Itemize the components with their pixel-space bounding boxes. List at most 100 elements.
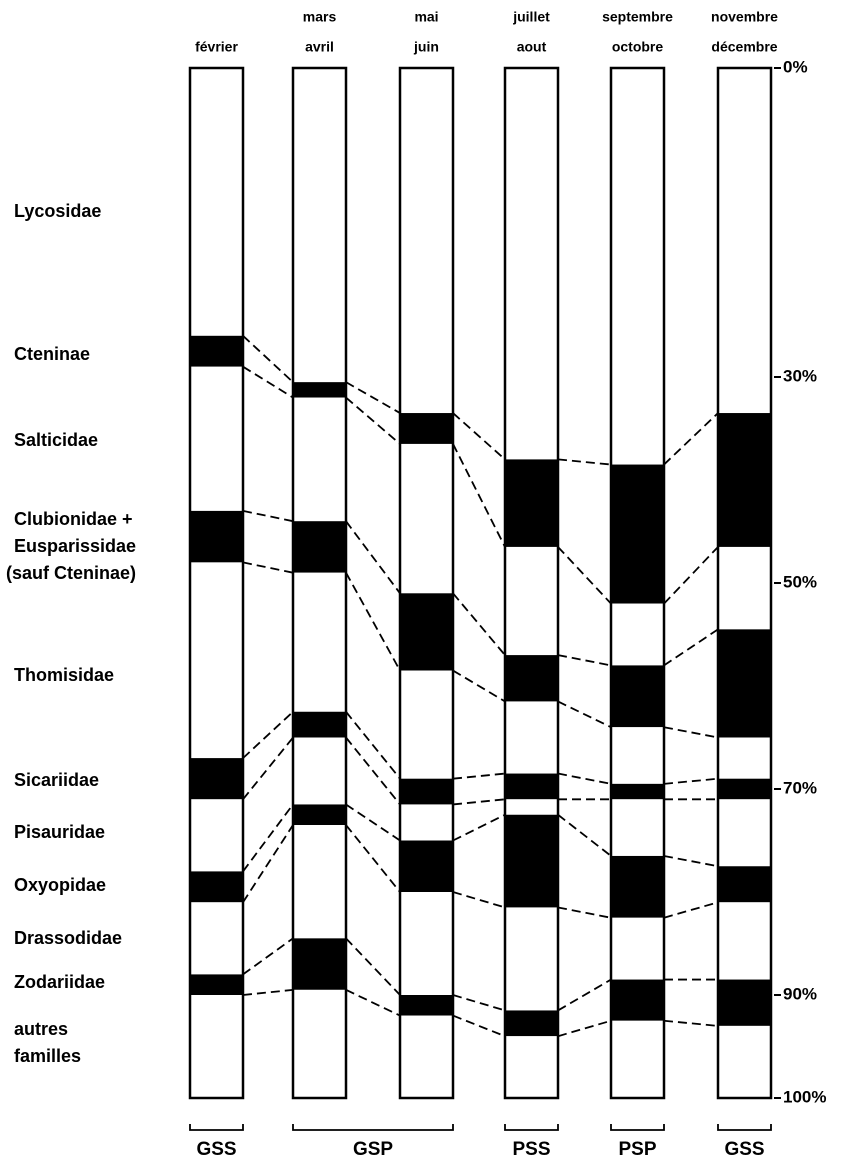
band	[718, 546, 771, 630]
y-tick-label: 0%	[783, 57, 808, 76]
connector	[452, 994, 506, 1012]
column-label: juin	[413, 39, 439, 55]
connector	[345, 824, 401, 893]
band	[505, 814, 558, 908]
connector	[242, 937, 294, 976]
column-label: mai	[414, 9, 438, 25]
band	[505, 907, 558, 1011]
band	[293, 737, 346, 805]
connector	[345, 989, 401, 1017]
band	[293, 711, 346, 738]
band	[505, 459, 558, 547]
family-label: Lycosidae	[14, 201, 101, 221]
column-outline	[716, 66, 773, 1100]
band	[718, 68, 771, 414]
band	[293, 572, 346, 712]
band	[611, 783, 664, 800]
connector	[663, 726, 719, 739]
group-label: GSS	[196, 1139, 236, 1160]
group-bracket	[504, 1124, 559, 1131]
band	[718, 979, 771, 1026]
family-label: Clubionidae +	[14, 509, 133, 529]
connector	[345, 572, 401, 671]
connector	[452, 412, 506, 461]
connector	[345, 711, 401, 780]
connector	[452, 891, 506, 909]
connector	[663, 855, 719, 868]
band	[718, 866, 771, 903]
band	[718, 902, 771, 980]
band	[718, 629, 771, 738]
connector	[663, 1019, 719, 1027]
band	[190, 510, 243, 563]
band	[611, 603, 664, 666]
band	[505, 701, 558, 774]
connector	[663, 901, 719, 919]
band	[400, 1015, 453, 1098]
family-label: autres	[14, 1019, 68, 1039]
band	[190, 902, 243, 975]
group-label: PSP	[618, 1139, 656, 1160]
band	[400, 804, 453, 841]
band	[293, 68, 346, 383]
band	[400, 995, 453, 1016]
column-label: février	[195, 39, 238, 55]
band	[190, 799, 243, 872]
connector	[242, 335, 294, 383]
band	[611, 665, 664, 728]
connector	[242, 510, 294, 523]
column-outline	[188, 66, 245, 1100]
band	[190, 974, 243, 995]
connector	[452, 813, 506, 842]
column-label: aout	[517, 39, 547, 55]
family-label: Oxyopidae	[14, 875, 106, 895]
band	[293, 804, 346, 826]
connector	[557, 546, 612, 605]
connector	[557, 458, 612, 466]
connector	[345, 803, 401, 842]
band	[611, 727, 664, 784]
group-bracket	[717, 1124, 772, 1131]
connector	[452, 669, 506, 703]
column-outline	[398, 66, 455, 1100]
band	[611, 917, 664, 980]
connector	[345, 396, 401, 445]
band	[718, 778, 771, 800]
column-outline	[609, 66, 666, 1100]
connector	[452, 443, 506, 548]
group-label: PSS	[512, 1139, 550, 1160]
connector	[452, 592, 506, 656]
band	[293, 989, 346, 1098]
connector	[242, 824, 294, 903]
family-label: Salticidae	[14, 430, 98, 450]
band	[190, 758, 243, 800]
family-label: Zodariidae	[14, 972, 105, 992]
connector	[663, 777, 719, 785]
y-tick-label: 50%	[783, 572, 817, 591]
family-label: Eusparissidae	[14, 536, 136, 556]
band	[505, 799, 558, 815]
band	[190, 68, 243, 336]
connector	[345, 937, 401, 996]
band	[293, 825, 346, 939]
band	[505, 68, 558, 460]
band	[718, 413, 771, 547]
band	[505, 773, 558, 800]
column-label: septembre	[602, 9, 673, 25]
band	[718, 799, 771, 867]
band	[611, 1020, 664, 1098]
y-tick-label: 70%	[783, 778, 817, 797]
family-label: familles	[14, 1046, 81, 1066]
band	[190, 366, 243, 511]
band	[190, 995, 243, 1098]
connector	[663, 412, 719, 466]
connector	[557, 906, 612, 919]
band	[505, 1010, 558, 1037]
band	[400, 443, 453, 594]
band	[611, 68, 664, 465]
connector	[557, 700, 612, 729]
family-label: Pisauridae	[14, 822, 105, 842]
band	[611, 799, 664, 856]
column-label: juillet	[512, 9, 550, 25]
connector	[557, 1019, 612, 1038]
